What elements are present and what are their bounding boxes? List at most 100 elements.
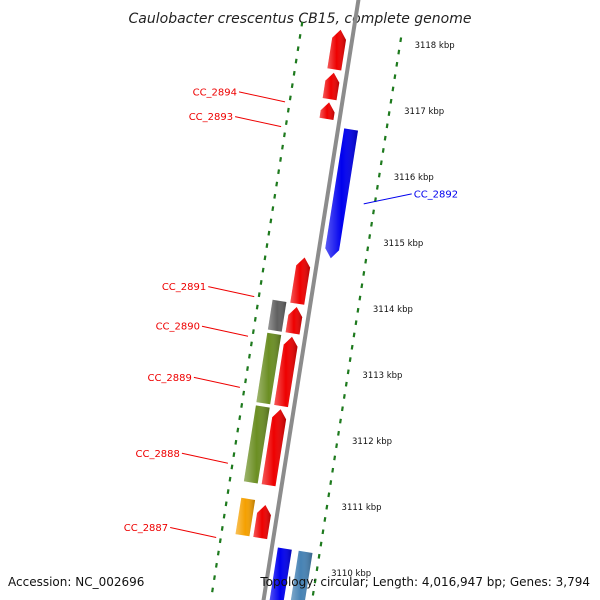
label-leader-line xyxy=(363,193,412,205)
tick-mark xyxy=(387,111,391,116)
tick-mark xyxy=(286,107,290,113)
tick-mark xyxy=(259,280,263,285)
tick-mark xyxy=(296,46,300,52)
tick-mark xyxy=(240,403,244,408)
gene-shading xyxy=(325,128,358,259)
gene-label[interactable]: CC_2891 xyxy=(162,282,206,293)
gene-label[interactable]: CC_2892 xyxy=(414,189,458,200)
tick-mark xyxy=(248,353,251,359)
label-leader-line xyxy=(201,325,249,337)
gene-shading xyxy=(319,102,335,120)
tick-mark xyxy=(214,562,218,568)
tick-mark xyxy=(277,169,281,175)
tick-mark xyxy=(317,553,321,559)
tick-mark xyxy=(294,58,298,64)
gene-label[interactable]: CC_2894 xyxy=(193,87,237,98)
tick-mark xyxy=(251,329,255,335)
tick-mark xyxy=(288,95,292,101)
tick-mark xyxy=(329,480,333,485)
genome-backbone xyxy=(261,0,361,600)
gene-shading xyxy=(290,257,311,305)
tick-mark xyxy=(281,144,284,150)
tick-mark xyxy=(391,86,395,92)
label-leader-line xyxy=(208,286,255,298)
tick-mark xyxy=(313,578,317,584)
tick-mark xyxy=(284,120,288,125)
tick-mark xyxy=(354,320,358,326)
tick-mark xyxy=(315,566,319,572)
tick-mark xyxy=(346,369,350,375)
tick-mark xyxy=(321,529,325,535)
gene-label[interactable]: CC_2889 xyxy=(147,373,191,384)
tick-mark xyxy=(222,513,226,519)
tick-mark xyxy=(342,394,346,399)
gene-shading xyxy=(285,307,303,335)
scale-label: 3116 kbp xyxy=(394,173,434,183)
tick-mark xyxy=(230,464,234,470)
scale-label: 3117 kbp xyxy=(404,107,444,117)
gene-shading xyxy=(256,332,282,405)
tick-mark xyxy=(275,181,279,187)
tick-mark xyxy=(372,209,375,215)
gene-labels: CC_2894 CC_2893 CC_2892 CC_2891 CC_2890 CC_28… xyxy=(124,87,458,538)
gene-label[interactable]: CC_2887 xyxy=(124,523,168,534)
tick-mark xyxy=(265,243,269,248)
label-leader-line xyxy=(238,91,286,103)
gene-label[interactable]: CC_2893 xyxy=(189,112,233,123)
tick-mark xyxy=(224,501,228,507)
topology-summary: Topology: circular; Length: 4,016,947 bp… xyxy=(259,575,590,589)
tick-mark xyxy=(213,575,216,581)
label-leader-line xyxy=(181,452,229,464)
tick-mark xyxy=(273,193,277,199)
gene-shading xyxy=(269,547,292,600)
tick-mark xyxy=(228,476,232,482)
tick-mark xyxy=(335,443,339,449)
gene-shading xyxy=(327,29,346,71)
tick-mark xyxy=(263,255,267,261)
tick-mark xyxy=(257,292,261,298)
tick-mark xyxy=(211,587,214,593)
gene-shading xyxy=(261,409,287,487)
label-leader-line xyxy=(235,116,282,128)
gene-shading xyxy=(235,497,256,537)
scale-label: 3114 kbp xyxy=(373,305,413,315)
tick-mark xyxy=(249,341,253,347)
tick-mark xyxy=(393,74,397,80)
tick-mark xyxy=(234,439,238,445)
scale-labels: 3118 kbp 3117 kbp 3116 kbp 3115 kbp 3114 kbp… xyxy=(331,41,455,579)
tick-mark xyxy=(311,590,315,596)
tick-mark xyxy=(375,184,379,190)
gene-label[interactable]: CC_2888 xyxy=(135,449,179,460)
tick-mark xyxy=(218,538,222,544)
tick-mark xyxy=(389,98,393,104)
tick-mark xyxy=(238,415,242,421)
tick-mark xyxy=(377,172,381,178)
tick-mark xyxy=(246,366,249,371)
tick-mark xyxy=(216,550,220,556)
tick-mark xyxy=(385,123,389,129)
gene-label[interactable]: CC_2890 xyxy=(156,322,200,333)
tick-mark xyxy=(366,246,370,252)
tick-mark xyxy=(319,541,323,547)
tick-mark xyxy=(399,37,403,43)
tick-mark xyxy=(298,34,302,39)
tick-mark xyxy=(290,83,294,89)
scale-label: 3111 kbp xyxy=(342,503,382,513)
tick-mark xyxy=(331,467,335,473)
tick-mark xyxy=(242,390,246,396)
gene-shading xyxy=(290,550,313,600)
gene-shading xyxy=(274,336,298,408)
tick-mark xyxy=(236,427,240,433)
tick-mark xyxy=(358,295,362,301)
tick-mark xyxy=(292,70,296,76)
tick-tracks xyxy=(211,21,403,596)
tick-mark xyxy=(323,517,327,522)
scale-label: 3118 kbp xyxy=(415,41,455,51)
tick-mark xyxy=(269,218,273,224)
gene-shading xyxy=(322,72,340,101)
tick-mark xyxy=(368,234,372,239)
tick-mark xyxy=(381,148,385,153)
gene-shading xyxy=(267,299,287,332)
tick-mark xyxy=(279,157,283,162)
